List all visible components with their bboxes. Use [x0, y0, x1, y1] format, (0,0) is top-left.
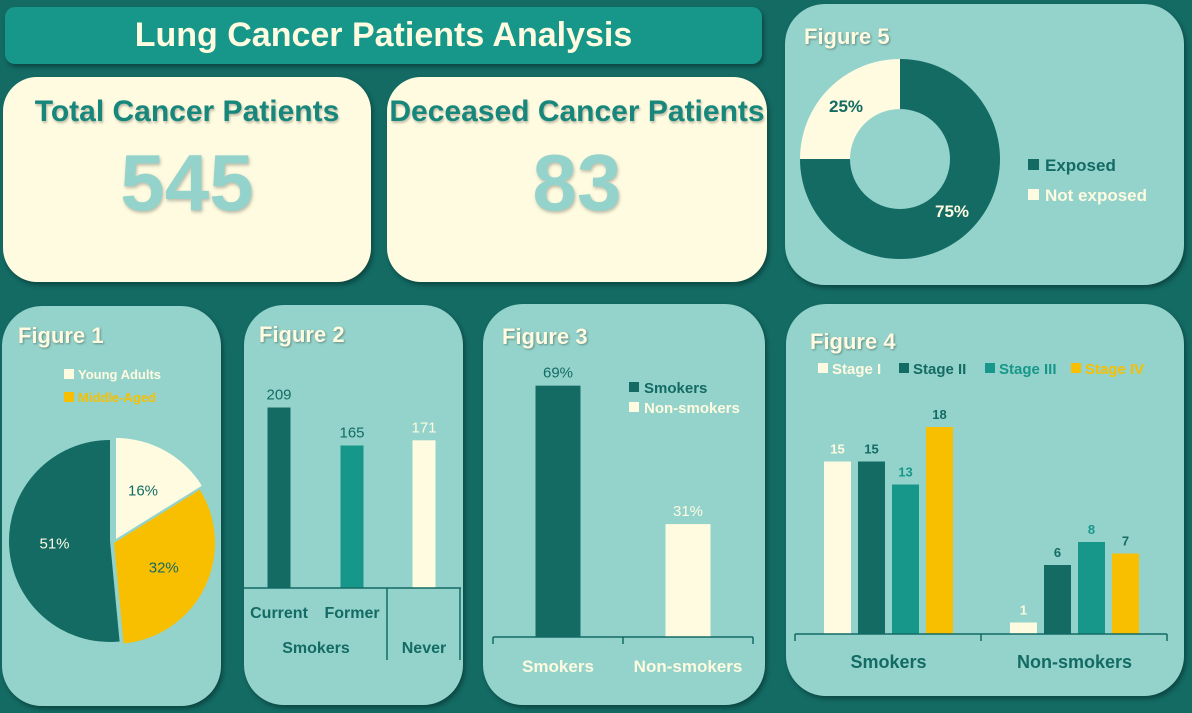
figure4-bar — [858, 461, 885, 634]
figure1-pie-slice — [114, 489, 215, 644]
figure3-tick-label: Smokers — [522, 657, 594, 676]
figure4-data-label: 18 — [932, 407, 946, 422]
figure5-slice-label: 25% — [829, 97, 863, 116]
figure5-legend-label: Not exposed — [1045, 186, 1147, 205]
figure4-bar — [892, 484, 919, 634]
figure4-data-label: 13 — [898, 465, 912, 480]
dashboard-title: Lung Cancer Patients Analysis — [134, 16, 633, 54]
figure4-tick-label: Smokers — [850, 652, 926, 672]
figure4-legend-label: Stage III — [999, 361, 1057, 378]
figure2-group-label: Smokers — [282, 640, 350, 657]
figure4-legend-swatch — [818, 363, 828, 373]
dashboard-title-bar: Lung Cancer Patients Analysis — [5, 7, 762, 64]
figure4-bar — [926, 427, 953, 634]
kpi-deceased-value: 83 — [532, 138, 622, 227]
figure1-title: Figure 1 — [18, 323, 104, 348]
figure3-legend-label: Non-smokers — [644, 400, 740, 417]
figure4-legend-label: Stage IV — [1085, 361, 1144, 378]
figure3-legend-label: Smokers — [644, 380, 707, 397]
figure2-bar — [412, 440, 436, 588]
figure3-title: Figure 3 — [502, 324, 588, 349]
figure4-bar — [824, 461, 851, 634]
figure1-legend-label: Middle-Aged — [78, 390, 156, 405]
figure1-slice-label: 51% — [39, 536, 69, 553]
figure4-data-label: 6 — [1054, 545, 1061, 560]
figure4-title: Figure 4 — [810, 329, 896, 354]
kpi-deceased-label: Deceased Cancer Patients — [389, 95, 765, 128]
figure4-bar — [1010, 622, 1037, 634]
figure5-legend-swatch — [1028, 159, 1039, 170]
figure5-donut-slice — [800, 59, 900, 159]
figure3-data-label: 69% — [543, 365, 573, 382]
figure4-legend-swatch — [1071, 363, 1081, 373]
figure4-data-label: 7 — [1122, 534, 1129, 549]
figure4-bar — [1078, 542, 1105, 634]
figure2-bar — [267, 407, 291, 588]
figure4-legend-label: Stage II — [913, 361, 966, 378]
figure5-legend-swatch — [1028, 189, 1039, 200]
figure4-legend-swatch — [899, 363, 909, 373]
figure2-data-label: 165 — [339, 425, 364, 442]
figure5-legend-label: Exposed — [1045, 156, 1116, 175]
figure2-chart: 209 165 171 Current Former Smokers Never — [244, 387, 461, 660]
figure1-legend-swatch — [64, 392, 74, 402]
figure1-slice-label: 16% — [128, 482, 158, 499]
figure5-donut-slice — [800, 59, 1000, 259]
kpi-total-patients-card: Total Cancer Patients 545 — [3, 77, 371, 282]
figure2-bar — [340, 445, 364, 588]
figure5-title: Figure 5 — [804, 24, 890, 49]
figure2-title: Figure 2 — [259, 322, 345, 347]
figure4-tick-label: Non-smokers — [1017, 652, 1132, 672]
figure1-pie-slice — [9, 440, 120, 642]
figure1-slice-label: 32% — [149, 560, 179, 577]
figure3-bar — [665, 524, 711, 637]
figure1-card: Figure 1 Young Adults Middle-Aged 16% 32% 51… — [2, 306, 221, 706]
figure2-tick-label: Former — [324, 605, 379, 622]
figure4-legend-label: Stage I — [832, 361, 881, 378]
figure4-data-label: 8 — [1088, 522, 1095, 537]
figure4-bar — [1044, 565, 1071, 634]
figure1-legend-label: Young Adults — [78, 367, 161, 382]
figure3-bar — [535, 385, 581, 637]
figure2-tick-label: Current — [250, 605, 308, 622]
figure3-tick-label: Non-smokers — [634, 657, 743, 676]
figure4-bar — [1112, 553, 1139, 634]
figure1-legend-swatch — [64, 369, 74, 379]
figure2-card: Figure 2 209 165 171 Current Former Smokers Ne… — [244, 305, 463, 705]
figure5-card: Figure 5 75% 25% Exposed Not exposed — [785, 4, 1184, 285]
figure3-chart: 69% 31% Smokers Non-smokers Smokers Non-smoke… — [492, 365, 754, 676]
figure4-data-label: 15 — [864, 442, 878, 457]
figure3-card: Figure 3 69% 31% Smokers Non-smokers Smokers… — [483, 304, 765, 705]
figure2-data-label: 209 — [266, 387, 291, 404]
figure1-chart: Young Adults Middle-Aged 16% 32% 51% — [9, 367, 215, 644]
kpi-total-label: Total Cancer Patients — [34, 95, 340, 128]
figure2-data-label: 171 — [411, 419, 436, 436]
kpi-deceased-patients-card: Deceased Cancer Patients 83 — [387, 77, 767, 282]
figure4-legend-swatch — [985, 363, 995, 373]
figure3-legend-swatch — [629, 402, 639, 412]
figure4-card: Figure 4 Stage I Stage II Stage III Stage I… — [786, 304, 1184, 696]
figure5-chart: 75% 25% Exposed Not exposed — [800, 59, 1147, 259]
figure1-pie-slice — [116, 438, 202, 539]
figure3-legend-swatch — [629, 382, 639, 392]
figure4-data-label: 15 — [830, 442, 844, 457]
figure2-group-label: Never — [402, 640, 446, 657]
figure5-slice-label: 75% — [935, 202, 969, 221]
figure3-data-label: 31% — [673, 503, 703, 520]
figure4-data-label: 1 — [1020, 603, 1027, 618]
kpi-total-value: 545 — [120, 138, 254, 227]
